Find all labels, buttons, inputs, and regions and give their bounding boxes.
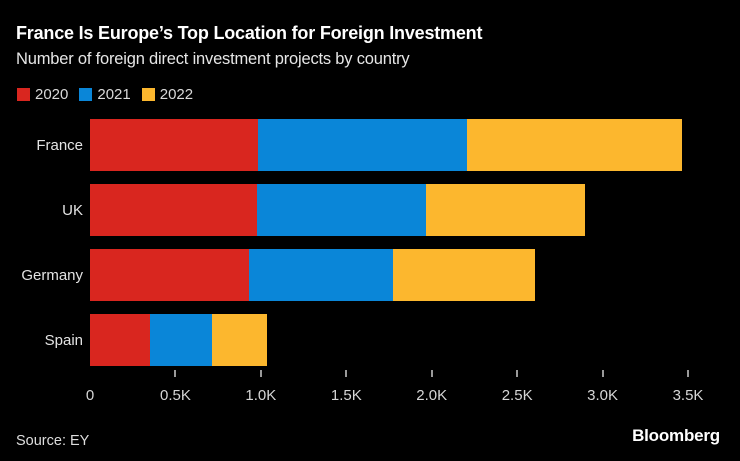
bar-row-spain: Spain	[0, 314, 740, 366]
axis-tick-label-2.0K: 2.0K	[416, 387, 448, 404]
axis-tick-3.0K	[601, 370, 604, 377]
legend-item-2021: 2021	[79, 86, 131, 103]
axis-tick-2.5K	[516, 370, 519, 377]
axis-tick-2.0K	[430, 370, 433, 377]
x-axis: 0 0.5K 1.0K 1.5K 2.0K 2.5K 3.0K 3.5K	[86, 370, 703, 412]
bar-segment-uk-2022	[426, 184, 585, 236]
legend-swatch-2022	[141, 88, 155, 101]
bar-segment-uk-2020	[90, 184, 257, 236]
bar-segment-france-2020	[90, 119, 259, 171]
legend-swatch-2020	[17, 88, 30, 101]
legend-item-2022: 2022	[141, 86, 194, 103]
chart-title: France Is Europe’s Top Location for Fore…	[16, 23, 483, 43]
axis-tick-label-3.5K: 3.5K	[672, 387, 704, 404]
legend-label-2020: 2020	[35, 86, 69, 103]
bar-segment-spain-2022	[212, 314, 268, 366]
bar-track-france	[90, 119, 688, 171]
source-text: Source: EY	[16, 433, 90, 449]
bar-track-germany	[90, 249, 688, 301]
category-label-france: France	[36, 136, 83, 154]
bar-segment-france-2022	[467, 119, 683, 171]
axis-tick-label-0.5K: 0.5K	[159, 387, 191, 404]
category-label-uk: UK	[62, 201, 83, 219]
axis-tick-3.5K	[687, 370, 689, 377]
axis-tick-1.5K	[345, 370, 348, 377]
chart-subtitle: Number of foreign direct investment proj…	[16, 50, 410, 68]
bar-segment-france-2021	[258, 119, 468, 171]
bloomberg-logo: Bloomberg	[632, 426, 720, 445]
category-label-spain: Spain	[44, 331, 83, 349]
axis-tick-label-2.5K: 2.5K	[501, 387, 533, 404]
bar-segment-spain-2021	[150, 314, 213, 366]
bar-row-germany: Germany	[0, 249, 740, 301]
legend-swatch-2021	[79, 88, 93, 101]
axis-tick-label-1.5K: 1.5K	[330, 387, 362, 404]
bar-segment-uk-2021	[256, 184, 427, 236]
bar-track-uk	[90, 184, 688, 236]
bar-row-uk: UK	[0, 184, 740, 236]
axis-tick-0.5K	[174, 370, 177, 377]
plot-area: France UK Germany Spain	[0, 119, 740, 379]
bar-segment-germany-2022	[392, 249, 535, 301]
legend: 2020 2021 2022	[17, 86, 193, 103]
bar-segment-germany-2021	[248, 249, 393, 301]
category-label-germany: Germany	[21, 266, 83, 284]
axis-tick-label-0: 0	[85, 387, 95, 404]
bar-segment-spain-2020	[90, 314, 151, 366]
legend-label-2022: 2022	[159, 86, 194, 103]
axis-tick-1.0K	[259, 370, 262, 377]
axis-tick-label-3.0K: 3.0K	[587, 387, 618, 404]
axis-tick-label-1.0K: 1.0K	[245, 387, 277, 404]
legend-label-2021: 2021	[97, 86, 131, 103]
bar-row-france: France	[0, 119, 740, 171]
bar-segment-germany-2020	[90, 249, 249, 301]
bar-track-spain	[90, 314, 688, 366]
legend-item-2020: 2020	[17, 86, 68, 103]
